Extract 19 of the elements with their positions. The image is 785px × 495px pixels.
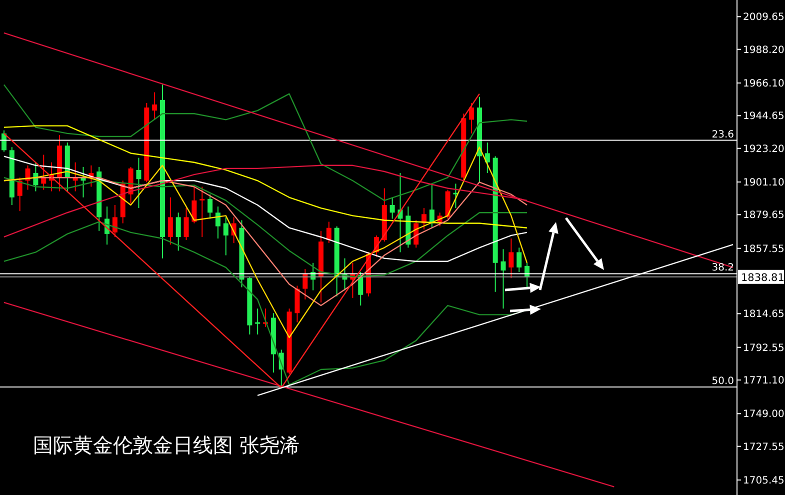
y-tick-label: 1966.10 [743,78,784,90]
y-tick-label: 2009.65 [743,12,784,24]
y-tick-label: 1792.55 [743,342,784,354]
y-tick-label: 1727.55 [743,442,784,453]
annotation: 38.2 [712,262,734,274]
y-tick-label: 1857.55 [743,244,784,255]
text: 国际黄金伦敦金日线图 张尧浠 [33,432,300,459]
y-tick-label: 1923.20 [743,144,784,155]
y-tick-label: 1749.00 [743,409,784,420]
y-tick-label: 1988.20 [743,44,784,56]
y-tick-label: 1879.65 [743,210,784,222]
y-tick-label: 1944.65 [743,111,784,122]
annotation: 50.0 [712,376,734,388]
y-tick-label: 1814.65 [743,309,784,320]
annotation: 23.6 [712,129,734,140]
y-tick-label: 1901.10 [743,178,784,189]
y-tick-label: 1771.10 [743,376,784,387]
y-tick-label: 1705.45 [743,476,784,487]
ref-line-label: 1838.81 [741,272,784,284]
